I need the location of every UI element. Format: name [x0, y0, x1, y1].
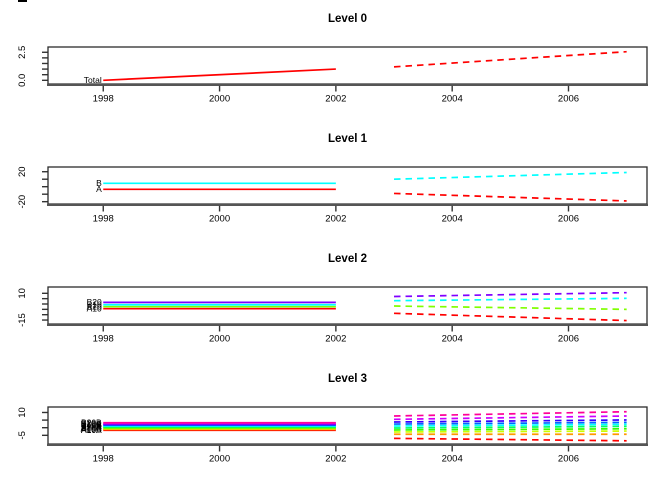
x-tick-label: 2004	[442, 454, 463, 465]
series-label-B20: B20	[87, 297, 102, 307]
series-label-A10A: A10A	[81, 425, 102, 435]
series-forecast-line-A10C	[394, 430, 627, 433]
series-label-B10B: B10B	[81, 420, 102, 430]
series-label-B20B: B20B	[81, 418, 102, 428]
x-tick-label: 2004	[442, 334, 463, 345]
x-tick-label: 2006	[558, 94, 579, 105]
x-tick-label: 1998	[93, 94, 114, 105]
x-tick-label: 2004	[442, 94, 463, 105]
x-tick-label: 1998	[93, 334, 114, 345]
series-forecast-line-A20	[394, 305, 627, 311]
series-forecast-line-A20B	[394, 425, 627, 429]
x-tick-label: 2002	[325, 94, 346, 105]
series-forecast-line-A10	[393, 312, 627, 322]
panel-title-level-1: Level 1	[328, 133, 367, 145]
y-tick-label: -5	[17, 431, 28, 439]
level-0-plot: 1998 2000 2002 2004 2006 0.0 2.5 Total	[17, 46, 648, 105]
panel-level-1: Level 1 1998 2000 2002 2004 2006 -20 20 A B	[0, 120, 672, 240]
y-tick-label: 10	[17, 288, 28, 299]
series-label-B: B	[96, 178, 102, 188]
series-forecast-line-B10	[394, 297, 627, 302]
series-label-A20A: A20A	[81, 423, 102, 433]
panel-level-3: Level 3 1998 2000 2002 2004 2006 -5 10 A10A A10B…	[0, 360, 672, 480]
y-tick-label: 10	[17, 407, 28, 418]
series-label-B10A: B10A	[81, 421, 102, 431]
level-3-plot: 1998 2000 2002 2004 2006 -5 10 A10AA10BA10CA20A…	[17, 406, 648, 465]
series-forecast-line-Total	[393, 50, 627, 68]
series-label-B20A: B20A	[81, 418, 102, 428]
level-1-plot: 1998 2000 2002 2004 2006 -20 20 AB	[17, 166, 648, 225]
y-tick-label: -15	[17, 313, 28, 327]
panel-title-level-3: Level 3	[328, 373, 367, 385]
x-tick-label: 2006	[558, 214, 579, 225]
panel-level-0: Level 0 1998 2000 2002 2004 2006 0.0 2.5 Total	[0, 0, 672, 120]
x-tick-label: 1998	[93, 214, 114, 225]
series-forecast-line-A20A	[394, 427, 627, 431]
series-label-A: A	[96, 184, 102, 194]
series-forecast-line-B20B	[394, 410, 627, 417]
series-forecast-line-B10C	[394, 419, 627, 423]
series-label-A10: A10	[87, 304, 102, 314]
y-tick-label: 20	[17, 166, 28, 177]
series-label-A10B: A10B	[81, 424, 102, 434]
x-tick-label: 2000	[209, 334, 230, 345]
y-tick-label: -20	[17, 195, 28, 209]
panel-title-level-0: Level 0	[328, 13, 367, 25]
series-label-A10C: A10C	[80, 423, 101, 433]
series-label-Total: Total	[84, 75, 102, 85]
panel-level-2: Level 2 1998 2000 2002 2004 2006 -15 10 A10 A20 B…	[0, 240, 672, 360]
x-tick-label: 1998	[93, 454, 114, 465]
series-forecast-line-B10A	[394, 423, 627, 427]
x-tick-label: 2000	[209, 454, 230, 465]
series-label-A20B: A20B	[81, 422, 102, 432]
series-forecast-line-B20	[394, 291, 627, 298]
series-label-B10C: B10C	[80, 419, 101, 429]
series-forecast-line-A10A	[394, 437, 627, 442]
margin-tick-artifact	[18, 0, 27, 2]
y-tick-label: 0.0	[17, 74, 28, 87]
series-label-A20: A20	[87, 301, 102, 311]
x-tick-label: 2006	[558, 454, 579, 465]
series-forecast-line-B	[393, 171, 627, 181]
x-tick-label: 2002	[325, 454, 346, 465]
x-tick-label: 2002	[325, 334, 346, 345]
x-tick-label: 2002	[325, 214, 346, 225]
x-tick-label: 2000	[209, 94, 230, 105]
series-hist-line-Total	[103, 68, 336, 82]
series-forecast-line-B20A	[394, 415, 627, 421]
panel-title-level-2: Level 2	[328, 253, 367, 265]
series-forecast-line-B10B	[394, 421, 627, 425]
x-tick-label: 2000	[209, 214, 230, 225]
series-label-B10: B10	[87, 300, 102, 310]
y-tick-label: 2.5	[17, 46, 28, 59]
series-forecast-line-A	[393, 192, 627, 202]
x-tick-label: 2006	[558, 334, 579, 345]
x-tick-label: 2004	[442, 214, 463, 225]
